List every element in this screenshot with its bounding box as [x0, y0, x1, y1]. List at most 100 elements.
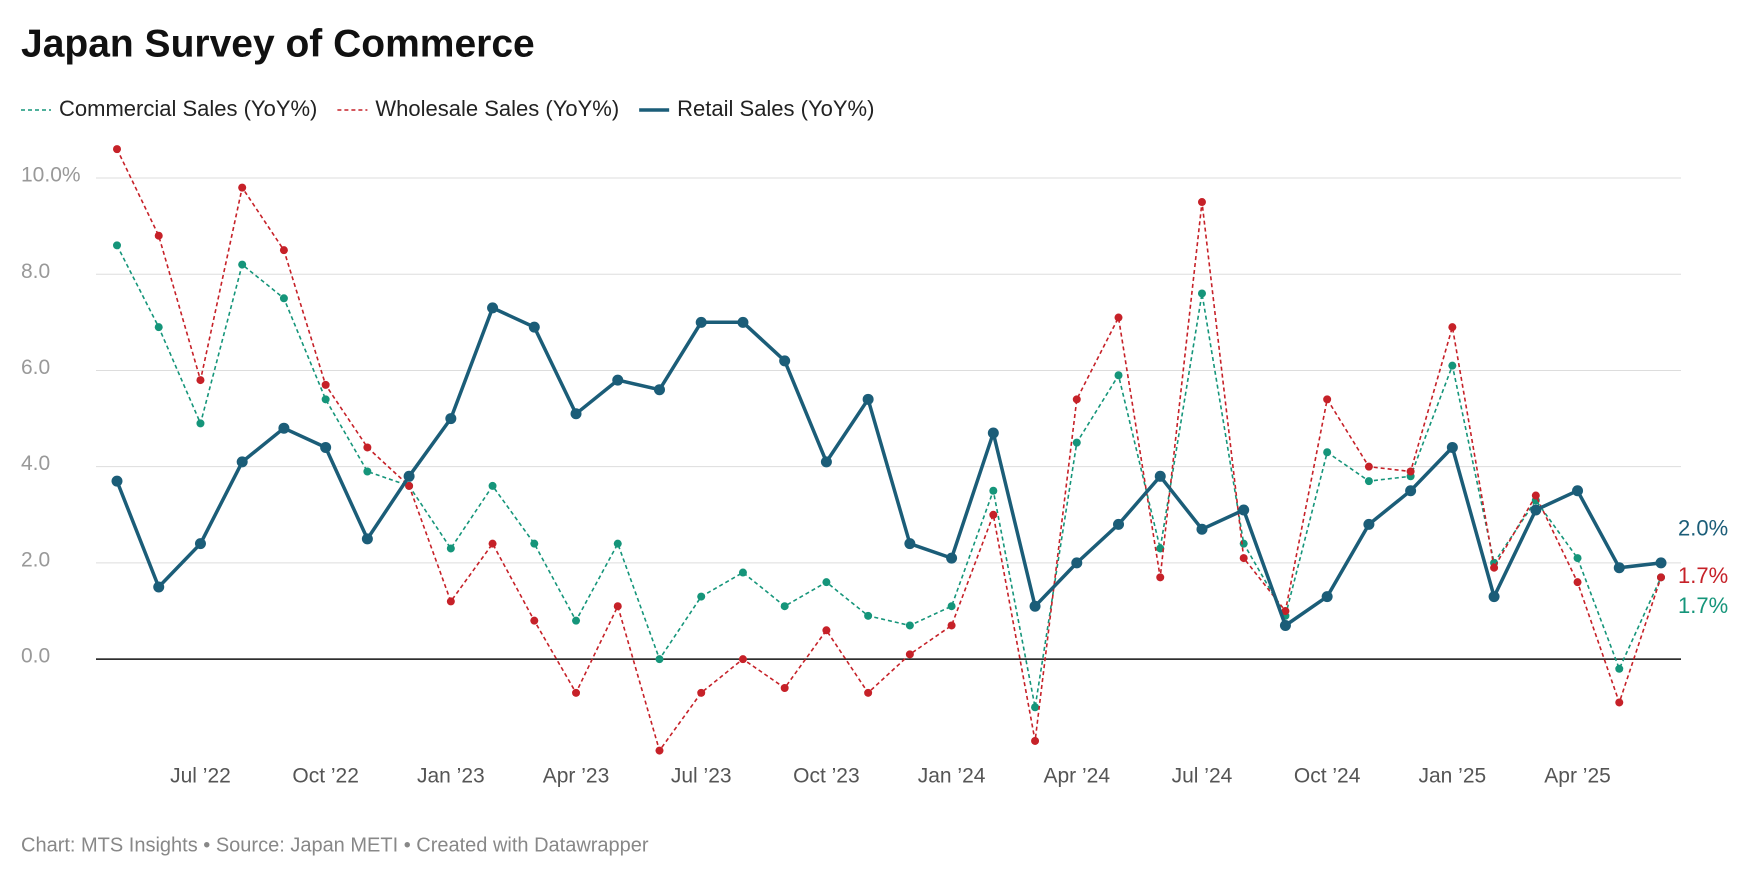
source-note: Chart: MTS Insights • Source: Japan METI… — [21, 834, 649, 856]
data-point — [446, 597, 455, 606]
data-point — [196, 376, 205, 385]
data-point — [238, 260, 247, 269]
data-point — [612, 374, 624, 386]
data-point — [113, 145, 121, 154]
data-point — [1490, 563, 1499, 572]
x-tick-label: Jul ’23 — [671, 765, 732, 788]
data-point — [1323, 395, 1332, 404]
legend-label: Commercial Sales (YoY%) — [59, 96, 317, 121]
data-point — [1448, 323, 1457, 332]
data-point — [613, 602, 622, 611]
data-point — [196, 419, 205, 428]
data-point — [194, 538, 206, 550]
data-point — [1072, 438, 1081, 447]
y-tick-label: 4.0 — [21, 452, 50, 475]
data-point — [279, 246, 288, 255]
data-point — [530, 616, 539, 625]
data-point — [321, 380, 330, 389]
data-point — [820, 456, 832, 468]
data-point — [1406, 467, 1415, 476]
data-point — [363, 443, 372, 452]
data-point — [153, 581, 165, 593]
data-point — [488, 539, 497, 548]
data-point — [1279, 619, 1291, 631]
data-point — [572, 688, 581, 697]
data-point — [1072, 395, 1081, 404]
data-point — [405, 481, 414, 490]
end-label: 1.7% — [1678, 593, 1728, 618]
y-tick-label: 2.0 — [21, 548, 50, 571]
data-point — [154, 231, 163, 240]
data-point — [1323, 448, 1332, 457]
y-tick-label: 0.0 — [21, 645, 50, 668]
x-tick-label: Apr ’23 — [543, 765, 610, 788]
data-point — [1196, 523, 1208, 535]
data-point — [1197, 289, 1206, 298]
legend-label: Retail Sales (YoY%) — [677, 96, 874, 121]
data-point — [738, 568, 747, 577]
data-point — [1448, 361, 1457, 370]
x-tick-label: Apr ’25 — [1544, 765, 1611, 788]
data-point — [905, 621, 914, 630]
data-point — [1572, 485, 1584, 497]
data-point — [780, 684, 789, 693]
data-point — [154, 323, 163, 332]
end-label: 1.7% — [1678, 563, 1728, 588]
data-point — [655, 655, 664, 664]
data-point — [905, 650, 914, 659]
data-point — [1113, 518, 1125, 530]
data-point — [1114, 371, 1123, 380]
data-point — [695, 316, 707, 328]
x-tick-label: Oct ’23 — [793, 765, 860, 788]
data-point — [1488, 591, 1500, 603]
data-point — [864, 688, 873, 697]
data-point — [572, 616, 581, 625]
data-point — [1655, 557, 1667, 569]
data-point — [1031, 703, 1040, 712]
data-point — [655, 746, 664, 755]
data-point — [1029, 600, 1041, 612]
data-point — [1446, 441, 1458, 453]
x-tick-label: Jul ’22 — [170, 765, 231, 788]
data-point — [862, 393, 874, 405]
data-point — [1573, 578, 1582, 587]
data-point — [530, 539, 539, 548]
data-point — [779, 355, 791, 367]
data-point — [278, 422, 290, 434]
data-point — [1363, 518, 1375, 530]
x-tick-label: Jul ’24 — [1172, 765, 1233, 788]
data-point — [113, 241, 121, 250]
data-point — [403, 470, 415, 482]
x-tick-label: Jan ’25 — [1418, 765, 1486, 788]
data-point — [1615, 664, 1624, 673]
chart-title: Japan Survey of Commerce — [21, 22, 535, 65]
data-point — [1405, 485, 1417, 497]
x-tick-label: Jan ’24 — [918, 765, 986, 788]
x-tick-label: Oct ’24 — [1294, 765, 1361, 788]
data-point — [697, 592, 706, 601]
data-point — [528, 321, 540, 333]
data-point — [1156, 544, 1165, 553]
data-point — [1321, 591, 1333, 603]
data-point — [1197, 198, 1206, 207]
x-tick-label: Oct ’22 — [292, 765, 359, 788]
data-point — [1613, 562, 1625, 574]
data-point — [1573, 554, 1582, 563]
data-point — [947, 602, 956, 611]
data-point — [946, 552, 958, 564]
y-tick-label: 8.0 — [21, 260, 50, 283]
data-point — [361, 533, 373, 545]
data-point — [1364, 477, 1373, 486]
data-point — [1114, 313, 1123, 322]
data-point — [780, 602, 789, 611]
data-point — [1238, 504, 1250, 516]
data-point — [1615, 698, 1624, 707]
y-tick-label: 10.0% — [21, 164, 81, 187]
series-line — [116, 245, 1662, 709]
data-point — [570, 408, 582, 420]
data-point — [987, 427, 999, 439]
data-point — [822, 626, 831, 635]
x-tick-label: Apr ’24 — [1044, 765, 1111, 788]
data-point — [864, 611, 873, 620]
data-point — [487, 302, 499, 314]
